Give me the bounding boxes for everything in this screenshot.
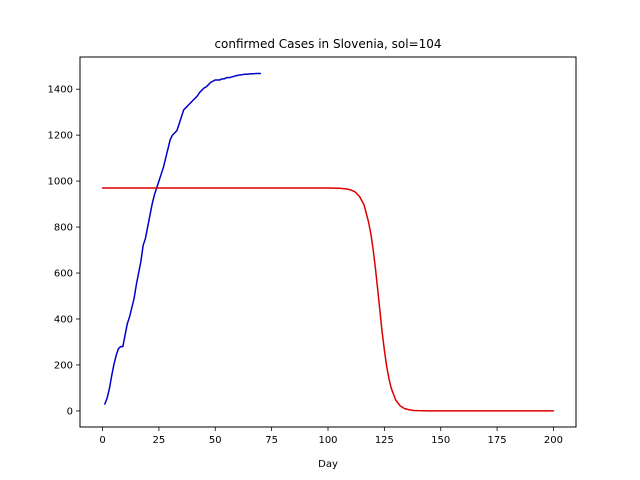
y-tick-label: 800 — [54, 223, 73, 234]
y-tick-label: 0 — [67, 406, 73, 417]
y-tick-label: 1200 — [48, 131, 73, 142]
chart-title: confirmed Cases in Slovenia, sol=104 — [214, 37, 441, 51]
x-axis-label: Day — [318, 459, 338, 470]
x-tick-label: 0 — [99, 435, 105, 446]
series-line-1 — [104, 72, 262, 405]
x-tick-label: 75 — [265, 435, 278, 446]
y-tick-label: 600 — [54, 269, 73, 280]
y-tick-label: 1000 — [48, 177, 73, 188]
x-tick-label: 25 — [153, 435, 166, 446]
y-tick-label: 400 — [54, 314, 73, 325]
x-tick-label: 175 — [488, 435, 507, 446]
x-tick-label: 150 — [431, 435, 450, 446]
x-tick-label: 50 — [209, 435, 222, 446]
x-tick-label: 200 — [544, 435, 563, 446]
series-line-2 — [101, 187, 555, 412]
x-tick-label: 125 — [375, 435, 394, 446]
x-tick-label: 100 — [318, 435, 337, 446]
y-tick-label: 200 — [54, 360, 73, 371]
plot-area — [101, 72, 555, 412]
y-tick-label: 1400 — [48, 85, 73, 96]
